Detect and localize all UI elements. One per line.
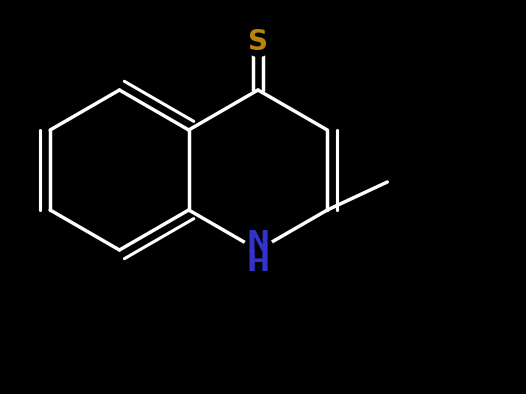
- Text: S: S: [248, 28, 268, 56]
- Text: N: N: [247, 229, 269, 257]
- Text: H: H: [247, 249, 269, 277]
